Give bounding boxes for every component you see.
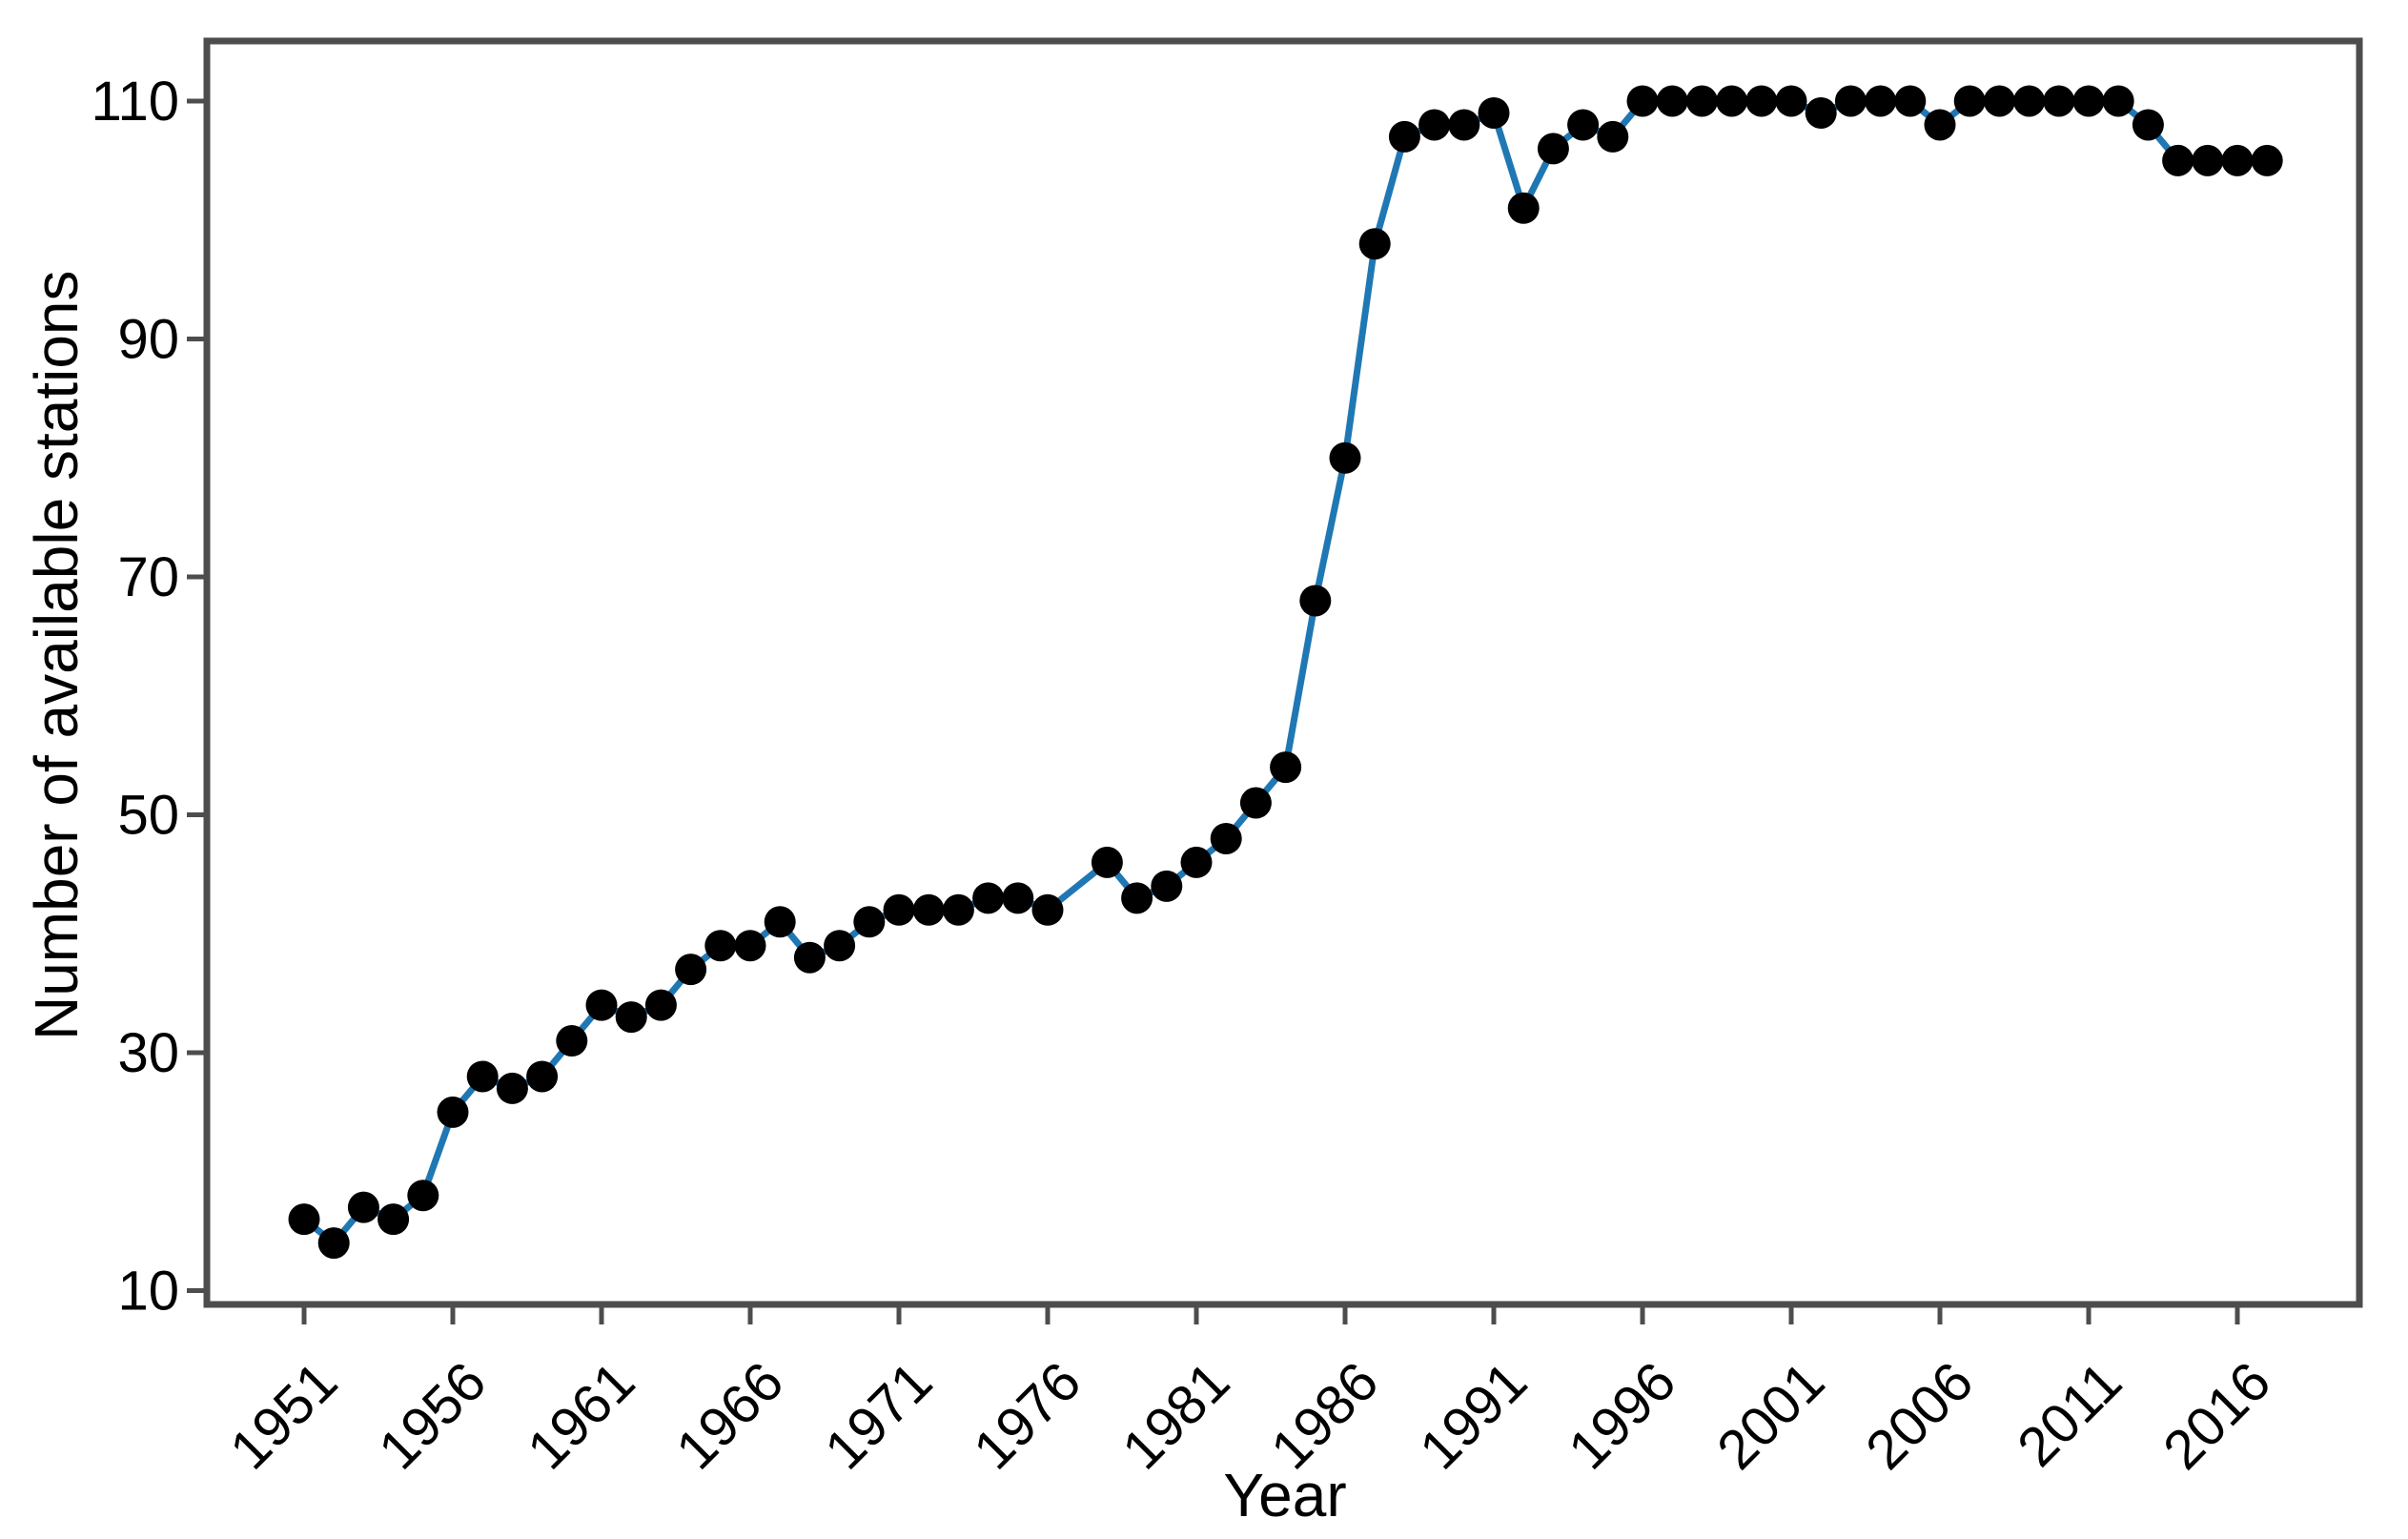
data-point-marker: [1418, 109, 1451, 141]
data-point-marker: [496, 1072, 528, 1104]
data-point-marker: [972, 882, 1005, 914]
data-point-marker: [1478, 96, 1510, 129]
x-tick-label: 2011: [2006, 1350, 2133, 1478]
data-point-marker: [2162, 144, 2194, 176]
x-tick-label: 1971: [813, 1350, 944, 1481]
data-point-marker: [883, 893, 915, 926]
data-point-marker: [526, 1060, 559, 1093]
data-point-marker: [1567, 109, 1600, 141]
data-point-marker: [1894, 85, 1927, 117]
data-point-marker: [1239, 787, 1272, 819]
data-point-marker: [1716, 85, 1748, 117]
data-point-marker: [764, 906, 796, 938]
data-point-marker: [793, 941, 826, 974]
y-axis-title: Number of available stations: [22, 270, 91, 1040]
data-point-marker: [1299, 585, 1332, 617]
x-axis-title: Year: [1223, 1461, 1347, 1529]
data-point-marker: [347, 1191, 379, 1223]
x-tick-label: 1951: [218, 1350, 349, 1481]
data-point-marker: [2192, 144, 2224, 176]
data-point-marker: [1031, 893, 1064, 926]
data-point-marker: [407, 1180, 439, 1212]
data-point-marker: [1329, 441, 1361, 474]
data-point-marker: [288, 1203, 320, 1236]
data-point-marker: [1537, 133, 1569, 165]
data-point-marker: [734, 930, 766, 962]
data-point-marker: [1180, 846, 1213, 878]
data-point-marker: [585, 989, 618, 1021]
x-tick-label: 2001: [1705, 1350, 1836, 1481]
data-point-marker: [704, 930, 737, 962]
data-point-marker: [1805, 96, 1837, 129]
data-point-marker: [942, 893, 974, 926]
x-tick-label: 1976: [962, 1350, 1092, 1481]
x-tick-label: 2016: [2152, 1350, 2282, 1481]
x-tick-label: 2006: [1854, 1350, 1985, 1481]
plot-panel-border: [203, 37, 2363, 1308]
x-tick-label: 1991: [1408, 1350, 1539, 1481]
data-point-marker: [2132, 109, 2164, 141]
data-point-marker: [1775, 85, 1807, 117]
y-tick-label: 70: [117, 546, 179, 608]
data-point-marker: [1151, 870, 1183, 902]
data-point-marker: [1002, 882, 1034, 914]
data-point-marker: [1210, 822, 1242, 854]
data-point-marker: [912, 893, 945, 926]
data-point-marker: [1091, 846, 1123, 878]
data-point-marker: [675, 954, 707, 986]
data-point-marker: [1745, 85, 1778, 117]
x-tick-label: 1961: [516, 1350, 646, 1481]
data-point-marker: [1270, 751, 1302, 784]
x-tick-label: 1966: [664, 1350, 795, 1481]
data-point-marker: [1656, 85, 1688, 117]
data-line: [300, 97, 2271, 1247]
data-point-marker: [853, 906, 886, 938]
data-point-marker: [437, 1096, 469, 1128]
data-point-marker: [466, 1060, 499, 1093]
y-tick-label: 90: [117, 309, 179, 371]
data-point-marker: [2221, 144, 2254, 176]
data-point-marker: [1685, 85, 1718, 117]
data-point-marker: [317, 1227, 350, 1260]
x-tick-label: 1996: [1557, 1350, 1687, 1481]
y-tick-label: 10: [117, 1261, 179, 1323]
data-point-marker: [1865, 85, 1897, 117]
data-point-marker: [1834, 85, 1867, 117]
data-point-marker: [1388, 120, 1420, 153]
data-point-marker: [1597, 120, 1629, 153]
data-point-marker: [2013, 85, 2046, 117]
data-point-marker: [378, 1203, 410, 1236]
y-tick-label: 110: [92, 71, 179, 133]
data-point-marker: [556, 1025, 588, 1057]
data-point-marker: [1924, 109, 1956, 141]
y-tick-label: 30: [117, 1022, 179, 1084]
data-point-marker: [615, 1001, 647, 1034]
x-tick-label: 1981: [1111, 1350, 1241, 1481]
data-point-marker: [1983, 85, 2015, 117]
data-point-marker: [2102, 85, 2134, 117]
data-point-marker: [2043, 85, 2075, 117]
y-tick-label: 50: [117, 785, 179, 847]
data-point-marker: [2251, 144, 2283, 176]
data-point-marker: [1121, 882, 1153, 914]
data-point-marker: [644, 989, 677, 1021]
data-point-marker: [1358, 228, 1391, 260]
data-point-marker: [1626, 85, 1659, 117]
data-point-marker: [1507, 192, 1540, 224]
data-point-marker: [824, 930, 856, 962]
data-point-marker: [1953, 85, 1986, 117]
data-point-marker: [2072, 85, 2105, 117]
data-point-marker: [1448, 109, 1480, 141]
x-tick-label: 1956: [367, 1350, 498, 1481]
